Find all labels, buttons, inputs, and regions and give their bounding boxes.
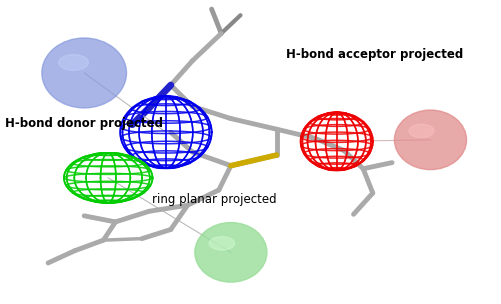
Ellipse shape [394,110,466,170]
Ellipse shape [409,124,434,138]
Text: ring planar projected: ring planar projected [151,193,276,206]
Text: H-bond donor projected: H-bond donor projected [5,117,163,130]
Ellipse shape [195,223,267,282]
Ellipse shape [42,38,127,108]
Ellipse shape [59,55,88,70]
Text: H-bond acceptor projected: H-bond acceptor projected [286,48,463,61]
Ellipse shape [209,237,234,250]
